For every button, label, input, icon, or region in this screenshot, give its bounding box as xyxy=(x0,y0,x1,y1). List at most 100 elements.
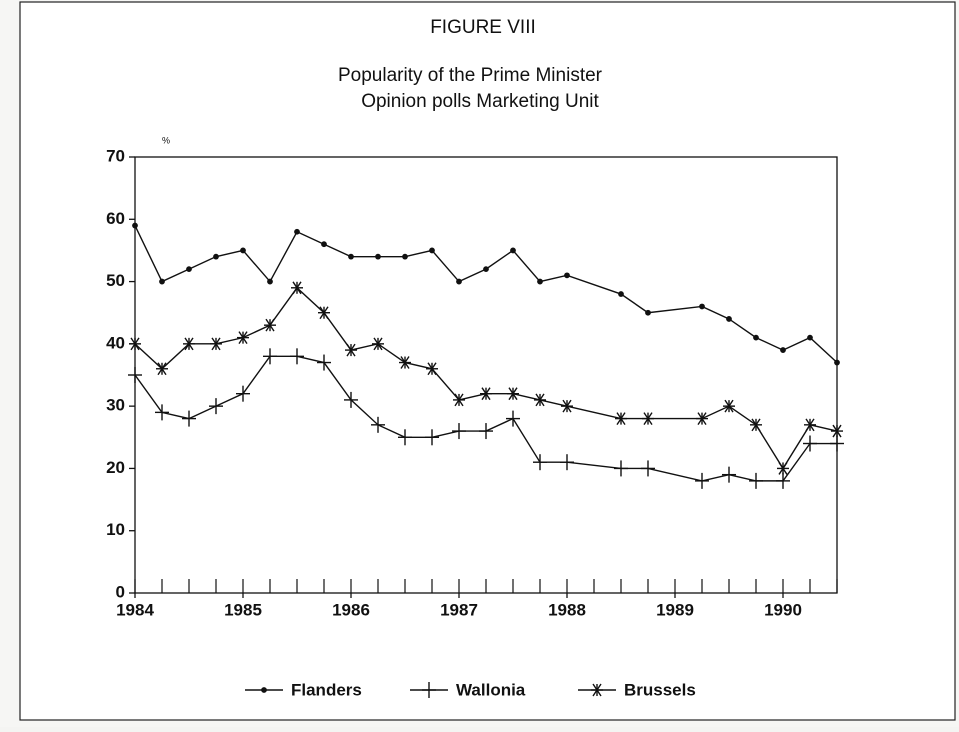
chart-title: Popularity of the Prime Minister xyxy=(338,65,603,86)
marker xyxy=(807,334,813,341)
marker xyxy=(321,241,327,248)
marker xyxy=(317,354,331,371)
marker xyxy=(479,423,493,440)
marker xyxy=(371,416,385,433)
marker xyxy=(750,418,762,432)
marker xyxy=(726,316,732,322)
marker-dot xyxy=(726,316,732,322)
marker xyxy=(591,683,603,697)
y-tick-label: 60 xyxy=(106,209,125,228)
marker xyxy=(561,399,573,413)
marker-dot xyxy=(267,278,273,285)
marker xyxy=(261,687,267,693)
marker xyxy=(159,278,165,285)
marker-dot xyxy=(159,278,165,285)
marker xyxy=(699,303,705,310)
marker xyxy=(456,278,462,285)
marker xyxy=(236,385,250,402)
marker xyxy=(290,348,304,365)
marker xyxy=(803,435,817,452)
x-tick-label: 1988 xyxy=(548,600,586,619)
marker-dot xyxy=(807,334,813,341)
marker xyxy=(777,462,789,475)
marker xyxy=(263,348,277,365)
marker xyxy=(240,247,246,254)
y-tick-label: 0 xyxy=(116,582,125,601)
y-tick-label: 70 xyxy=(106,146,125,165)
marker xyxy=(129,337,141,351)
y-tick-label: 50 xyxy=(106,271,125,290)
marker xyxy=(156,362,168,376)
marker-dot xyxy=(618,291,624,297)
x-tick-label: 1990 xyxy=(764,600,802,619)
figure-label: FIGURE VIII xyxy=(430,17,536,38)
marker-dot xyxy=(213,253,219,260)
marker xyxy=(483,266,489,273)
marker-dot xyxy=(240,247,246,254)
y-tick-label: 10 xyxy=(106,520,125,539)
marker-dot xyxy=(645,309,651,316)
marker-dot xyxy=(321,241,327,248)
marker xyxy=(618,291,624,297)
marker-dot xyxy=(834,359,840,366)
marker xyxy=(399,356,411,369)
marker xyxy=(422,682,436,698)
marker xyxy=(348,253,354,260)
marker-dot xyxy=(375,253,381,260)
marker xyxy=(641,460,655,477)
x-tick-label: 1987 xyxy=(440,600,478,619)
marker xyxy=(186,266,192,273)
marker-dot xyxy=(402,253,408,260)
marker xyxy=(182,410,196,427)
marker xyxy=(128,367,142,383)
marker xyxy=(780,347,786,353)
marker-dot xyxy=(780,347,786,353)
marker xyxy=(183,337,195,351)
marker xyxy=(344,391,358,408)
marker xyxy=(237,331,249,345)
marker xyxy=(506,410,520,427)
marker xyxy=(345,343,357,357)
marker xyxy=(723,399,735,413)
legend-label: Flanders xyxy=(291,680,362,699)
marker xyxy=(510,247,516,254)
marker xyxy=(453,393,465,407)
marker xyxy=(155,404,169,421)
marker xyxy=(615,412,627,425)
marker xyxy=(830,435,844,452)
marker xyxy=(264,318,276,332)
marker xyxy=(804,418,816,432)
marker xyxy=(696,412,708,425)
marker xyxy=(480,387,492,401)
marker xyxy=(564,272,570,279)
y-tick-label: 20 xyxy=(106,458,125,477)
marker xyxy=(372,337,384,351)
marker xyxy=(402,253,408,260)
legend-label: Wallonia xyxy=(456,680,526,699)
marker xyxy=(642,412,654,425)
marker-dot xyxy=(564,272,570,279)
marker xyxy=(749,472,763,489)
marker xyxy=(533,454,547,471)
marker xyxy=(776,472,790,489)
marker-dot xyxy=(456,278,462,285)
marker-dot xyxy=(261,687,267,693)
marker-dot xyxy=(753,334,759,341)
marker xyxy=(213,253,219,260)
marker xyxy=(291,281,303,295)
marker-dot xyxy=(537,278,543,285)
marker xyxy=(209,398,223,415)
marker xyxy=(398,429,412,446)
marker xyxy=(507,387,519,401)
marker-dot xyxy=(186,266,192,273)
marker xyxy=(210,337,222,351)
marker xyxy=(537,278,543,285)
marker xyxy=(614,460,628,477)
x-tick-label: 1985 xyxy=(224,600,262,619)
marker xyxy=(645,309,651,316)
marker xyxy=(318,306,330,320)
marker-dot xyxy=(483,266,489,273)
marker xyxy=(834,359,840,366)
marker xyxy=(132,222,138,229)
marker xyxy=(375,253,381,260)
